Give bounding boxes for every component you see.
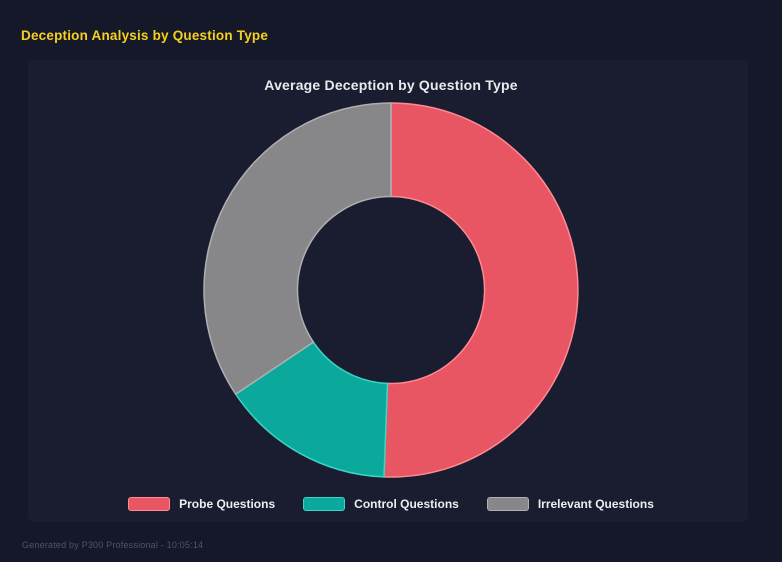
footer-generated-by: Generated by P300 Professional - 10:05:1… — [22, 540, 204, 550]
irrelevant-swatch-icon — [486, 497, 529, 511]
page-title: Deception Analysis by Question Type — [21, 28, 269, 43]
probe-swatch-icon — [128, 497, 171, 511]
legend-item-control[interactable]: Control Questions — [303, 497, 459, 511]
legend-item-irrelevant[interactable]: Irrelevant Questions — [486, 497, 654, 511]
legend-label: Control Questions — [354, 497, 459, 511]
legend-label: Probe Questions — [179, 497, 276, 511]
donut-segment-2[interactable] — [203, 102, 392, 395]
donut-chart[interactable] — [191, 90, 591, 490]
legend-label: Irrelevant Questions — [537, 497, 654, 511]
control-swatch-icon — [303, 497, 346, 511]
chart-title: Average Deception by Question Type — [264, 77, 518, 93]
donut-segment-1[interactable] — [234, 341, 389, 478]
chart-legend: Probe Questions Control Questions Irrele… — [0, 497, 782, 511]
legend-item-probe[interactable]: Probe Questions — [128, 497, 275, 511]
donut-segment-0[interactable] — [383, 102, 579, 478]
